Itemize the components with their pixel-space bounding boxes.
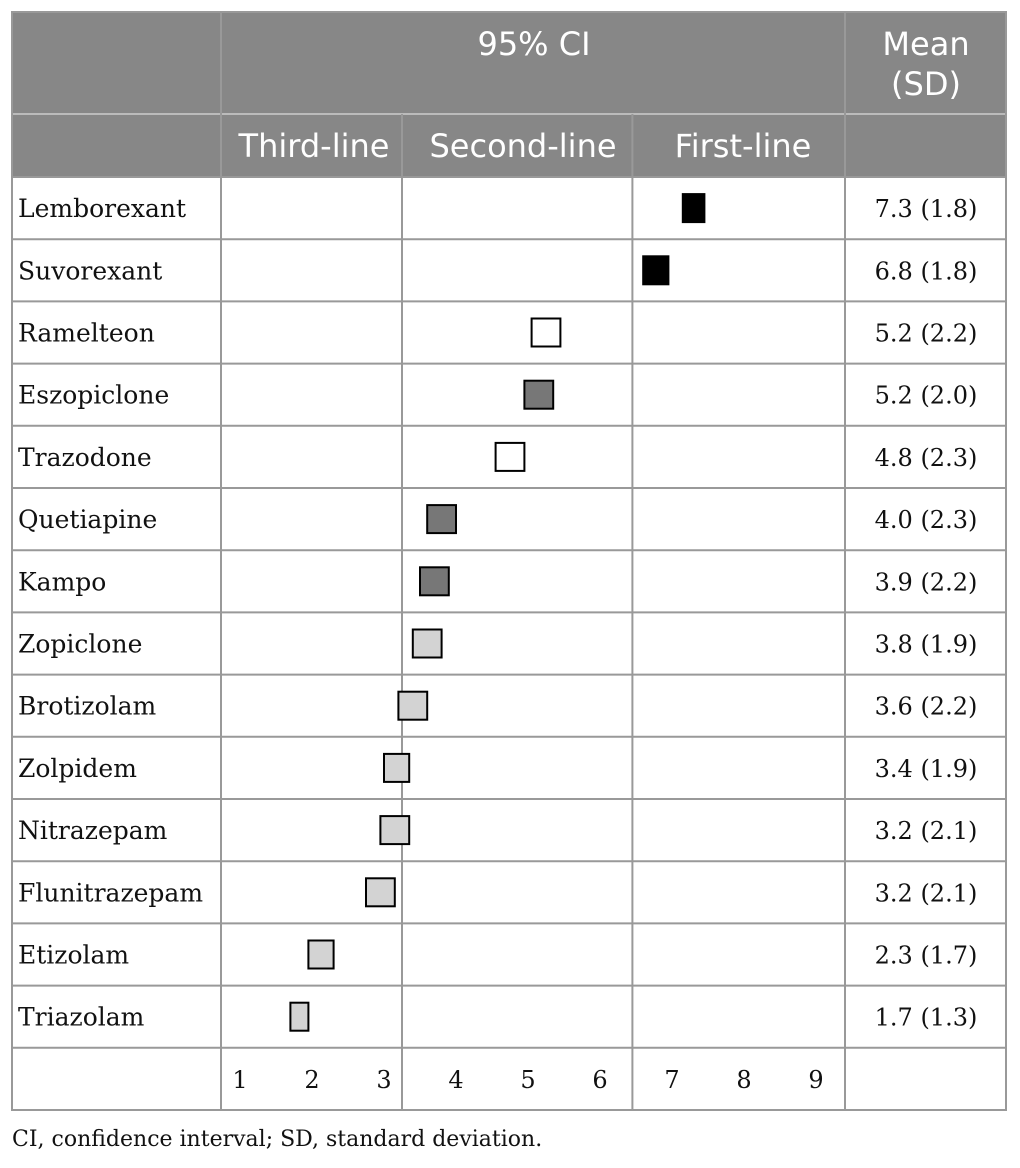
mean-sd-value: 1.7 (1.3) — [875, 1004, 978, 1032]
drug-label: Nitrazepam — [18, 816, 168, 845]
x-tick-label: 3 — [376, 1066, 391, 1094]
table-row: Etizolam 2.3 (1.7) — [18, 941, 977, 970]
ci-box — [307, 939, 335, 970]
x-tick-label: 6 — [592, 1066, 607, 1094]
mean-sd-value: 3.4 (1.9) — [875, 755, 978, 783]
table-rows: Lemborexant 7.3 (1.8) Suvorexant 6.8 (1.8) R… — [18, 194, 977, 1032]
mean-header-line2: (SD) — [891, 65, 961, 103]
drug-label: Eszopiclone — [18, 381, 169, 410]
table-row: Brotizolam 3.6 (2.2) — [18, 692, 977, 721]
mean-sd-value: 3.2 (2.1) — [875, 879, 978, 907]
footnote: CI, confidence interval; SD, standard de… — [12, 1127, 543, 1152]
table-row: Suvorexant 6.8 (1.8) — [18, 256, 977, 285]
mean-sd-value: 4.0 (2.3) — [875, 506, 978, 534]
mean-sd-value: 3.6 (2.2) — [875, 693, 978, 721]
drug-label: Zopiclone — [18, 630, 142, 659]
ci-box — [523, 379, 555, 410]
ci-box — [642, 255, 670, 286]
table-row: Lemborexant 7.3 (1.8) — [18, 194, 977, 223]
ci-box — [530, 317, 562, 348]
x-tick-label: 5 — [520, 1066, 535, 1094]
table-row: Zolpidem 3.4 (1.9) — [18, 754, 977, 783]
table-row: Quetiapine 4.0 (2.3) — [18, 505, 977, 534]
zone-header-third-line: Third-line — [238, 127, 390, 165]
x-tick-label: 8 — [736, 1066, 751, 1094]
drug-label: Zolpidem — [18, 754, 137, 783]
ci-box — [681, 193, 706, 224]
ci-box — [494, 441, 526, 472]
table-row: Ramelteon 5.2 (2.2) — [18, 319, 977, 348]
drug-label: Quetiapine — [18, 505, 157, 534]
zone-header-first-line: First-line — [675, 127, 812, 165]
ci-box — [419, 566, 450, 597]
table-row: Zopiclone 3.8 (1.9) — [18, 630, 977, 659]
ci-box — [383, 752, 411, 783]
mean-sd-value: 5.2 (2.2) — [875, 320, 978, 348]
mean-sd-value: 2.3 (1.7) — [875, 942, 978, 970]
table-row: Trazodone 4.8 (2.3) — [18, 443, 977, 472]
table-row: Nitrazepam 3.2 (2.1) — [18, 816, 977, 845]
ci-box — [397, 690, 429, 721]
table-row: Eszopiclone 5.2 (2.0) — [18, 381, 977, 410]
grid-lines — [11, 11, 1007, 1111]
drug-label: Triazolam — [18, 1003, 145, 1032]
x-tick-label: 1 — [232, 1066, 247, 1094]
zone-header-second-line: Second-line — [429, 127, 616, 165]
drug-label: Ramelteon — [18, 319, 155, 348]
ci-box — [289, 1001, 310, 1032]
table-row: Kampo 3.9 (2.2) — [18, 567, 977, 596]
mean-sd-value: 3.2 (2.1) — [875, 817, 978, 845]
x-tick-label: 2 — [304, 1066, 319, 1094]
mean-sd-value: 3.8 (1.9) — [875, 631, 978, 659]
x-tick-label: 7 — [664, 1066, 679, 1094]
header-background — [12, 12, 1006, 177]
drug-label: Brotizolam — [18, 692, 157, 721]
mean-sd-value: 3.9 (2.2) — [875, 568, 978, 596]
mean-sd-value: 5.2 (2.0) — [875, 382, 978, 410]
table-row: Triazolam 1.7 (1.3) — [18, 1003, 977, 1032]
table-row: Flunitrazepam 3.2 (2.1) — [18, 878, 977, 907]
ci-box — [411, 628, 443, 659]
x-tick-label: 9 — [808, 1066, 823, 1094]
mean-sd-value: 6.8 (1.8) — [875, 257, 978, 285]
ci-box — [426, 504, 458, 535]
table-border — [11, 11, 1007, 1111]
ci-box — [379, 815, 411, 846]
x-axis-ticks: 1 2 3 4 5 6 7 8 9 — [232, 1066, 823, 1094]
mean-sd-value: 7.3 (1.8) — [875, 195, 978, 223]
x-tick-label: 4 — [448, 1066, 463, 1094]
forest-table-figure: 95% CI Mean (SD) Third-line Second-line … — [11, 11, 1007, 1111]
drug-label: Etizolam — [18, 941, 129, 970]
drug-label: Kampo — [18, 567, 106, 596]
drug-label: Flunitrazepam — [18, 878, 203, 907]
mean-header-line1: Mean — [882, 25, 969, 63]
mean-sd-value: 4.8 (2.3) — [875, 444, 978, 472]
drug-label: Trazodone — [18, 443, 152, 472]
ci-header: 95% CI — [477, 25, 590, 63]
ci-marks — [289, 193, 706, 1032]
drug-label: Suvorexant — [18, 256, 162, 285]
ci-box — [365, 877, 396, 908]
drug-label: Lemborexant — [18, 194, 186, 223]
